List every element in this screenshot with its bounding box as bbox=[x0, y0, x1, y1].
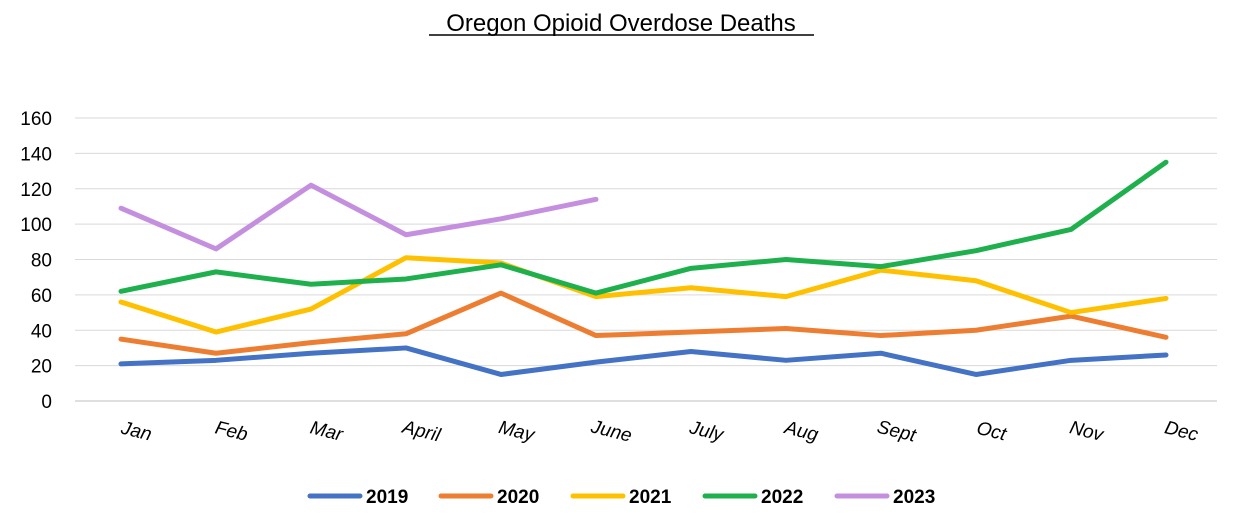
gridlines bbox=[75, 117, 1217, 402]
x-tick-label: Dec bbox=[1162, 417, 1200, 446]
legend-label: 2021 bbox=[629, 487, 672, 508]
y-tick-label: 20 bbox=[31, 357, 52, 378]
x-tick-label: Sept bbox=[875, 417, 919, 447]
x-tick-label: May bbox=[496, 417, 537, 446]
y-tick-label: 120 bbox=[20, 180, 52, 201]
series-line-2021 bbox=[118, 255, 1169, 335]
y-tick-label: 60 bbox=[31, 286, 52, 307]
series-line-2020 bbox=[118, 290, 1169, 356]
x-tick-label: June bbox=[588, 416, 634, 447]
legend-label: 2020 bbox=[497, 487, 539, 508]
legend-label: 2019 bbox=[366, 487, 408, 508]
x-tick-label: April bbox=[399, 417, 443, 447]
x-tick-label: Jan bbox=[118, 418, 154, 446]
y-tick-label: 100 bbox=[20, 215, 52, 236]
series-line-2022 bbox=[118, 159, 1169, 296]
series-line-2019 bbox=[118, 345, 1169, 377]
x-tick-label: July bbox=[686, 417, 726, 446]
y-axis-ticks: 0 20 40 60 80 100 120 140 160 bbox=[20, 109, 52, 413]
x-axis-ticks: Jan Feb Mar April May June July Aug Sept Oct Nov De… bbox=[118, 416, 1201, 447]
legend: 2019 2020 2021 2022 2023 bbox=[307, 487, 935, 508]
x-tick-label: Oct bbox=[974, 418, 1008, 446]
x-tick-label: Nov bbox=[1067, 417, 1106, 446]
series-lines bbox=[118, 159, 1169, 377]
x-tick-label: Mar bbox=[308, 418, 345, 446]
chart-title: Oregon Opioid Overdose Deaths bbox=[446, 10, 796, 37]
legend-label: 2022 bbox=[761, 487, 803, 508]
y-tick-label: 140 bbox=[20, 144, 52, 165]
x-tick-label: Aug bbox=[781, 417, 820, 446]
series-line-2023 bbox=[118, 182, 599, 252]
x-tick-label: Feb bbox=[213, 418, 250, 446]
y-tick-label: 40 bbox=[31, 321, 52, 342]
y-tick-label: 80 bbox=[31, 251, 52, 272]
y-tick-label: 160 bbox=[20, 109, 52, 130]
legend-label: 2023 bbox=[893, 487, 935, 508]
y-tick-label: 0 bbox=[41, 392, 52, 413]
